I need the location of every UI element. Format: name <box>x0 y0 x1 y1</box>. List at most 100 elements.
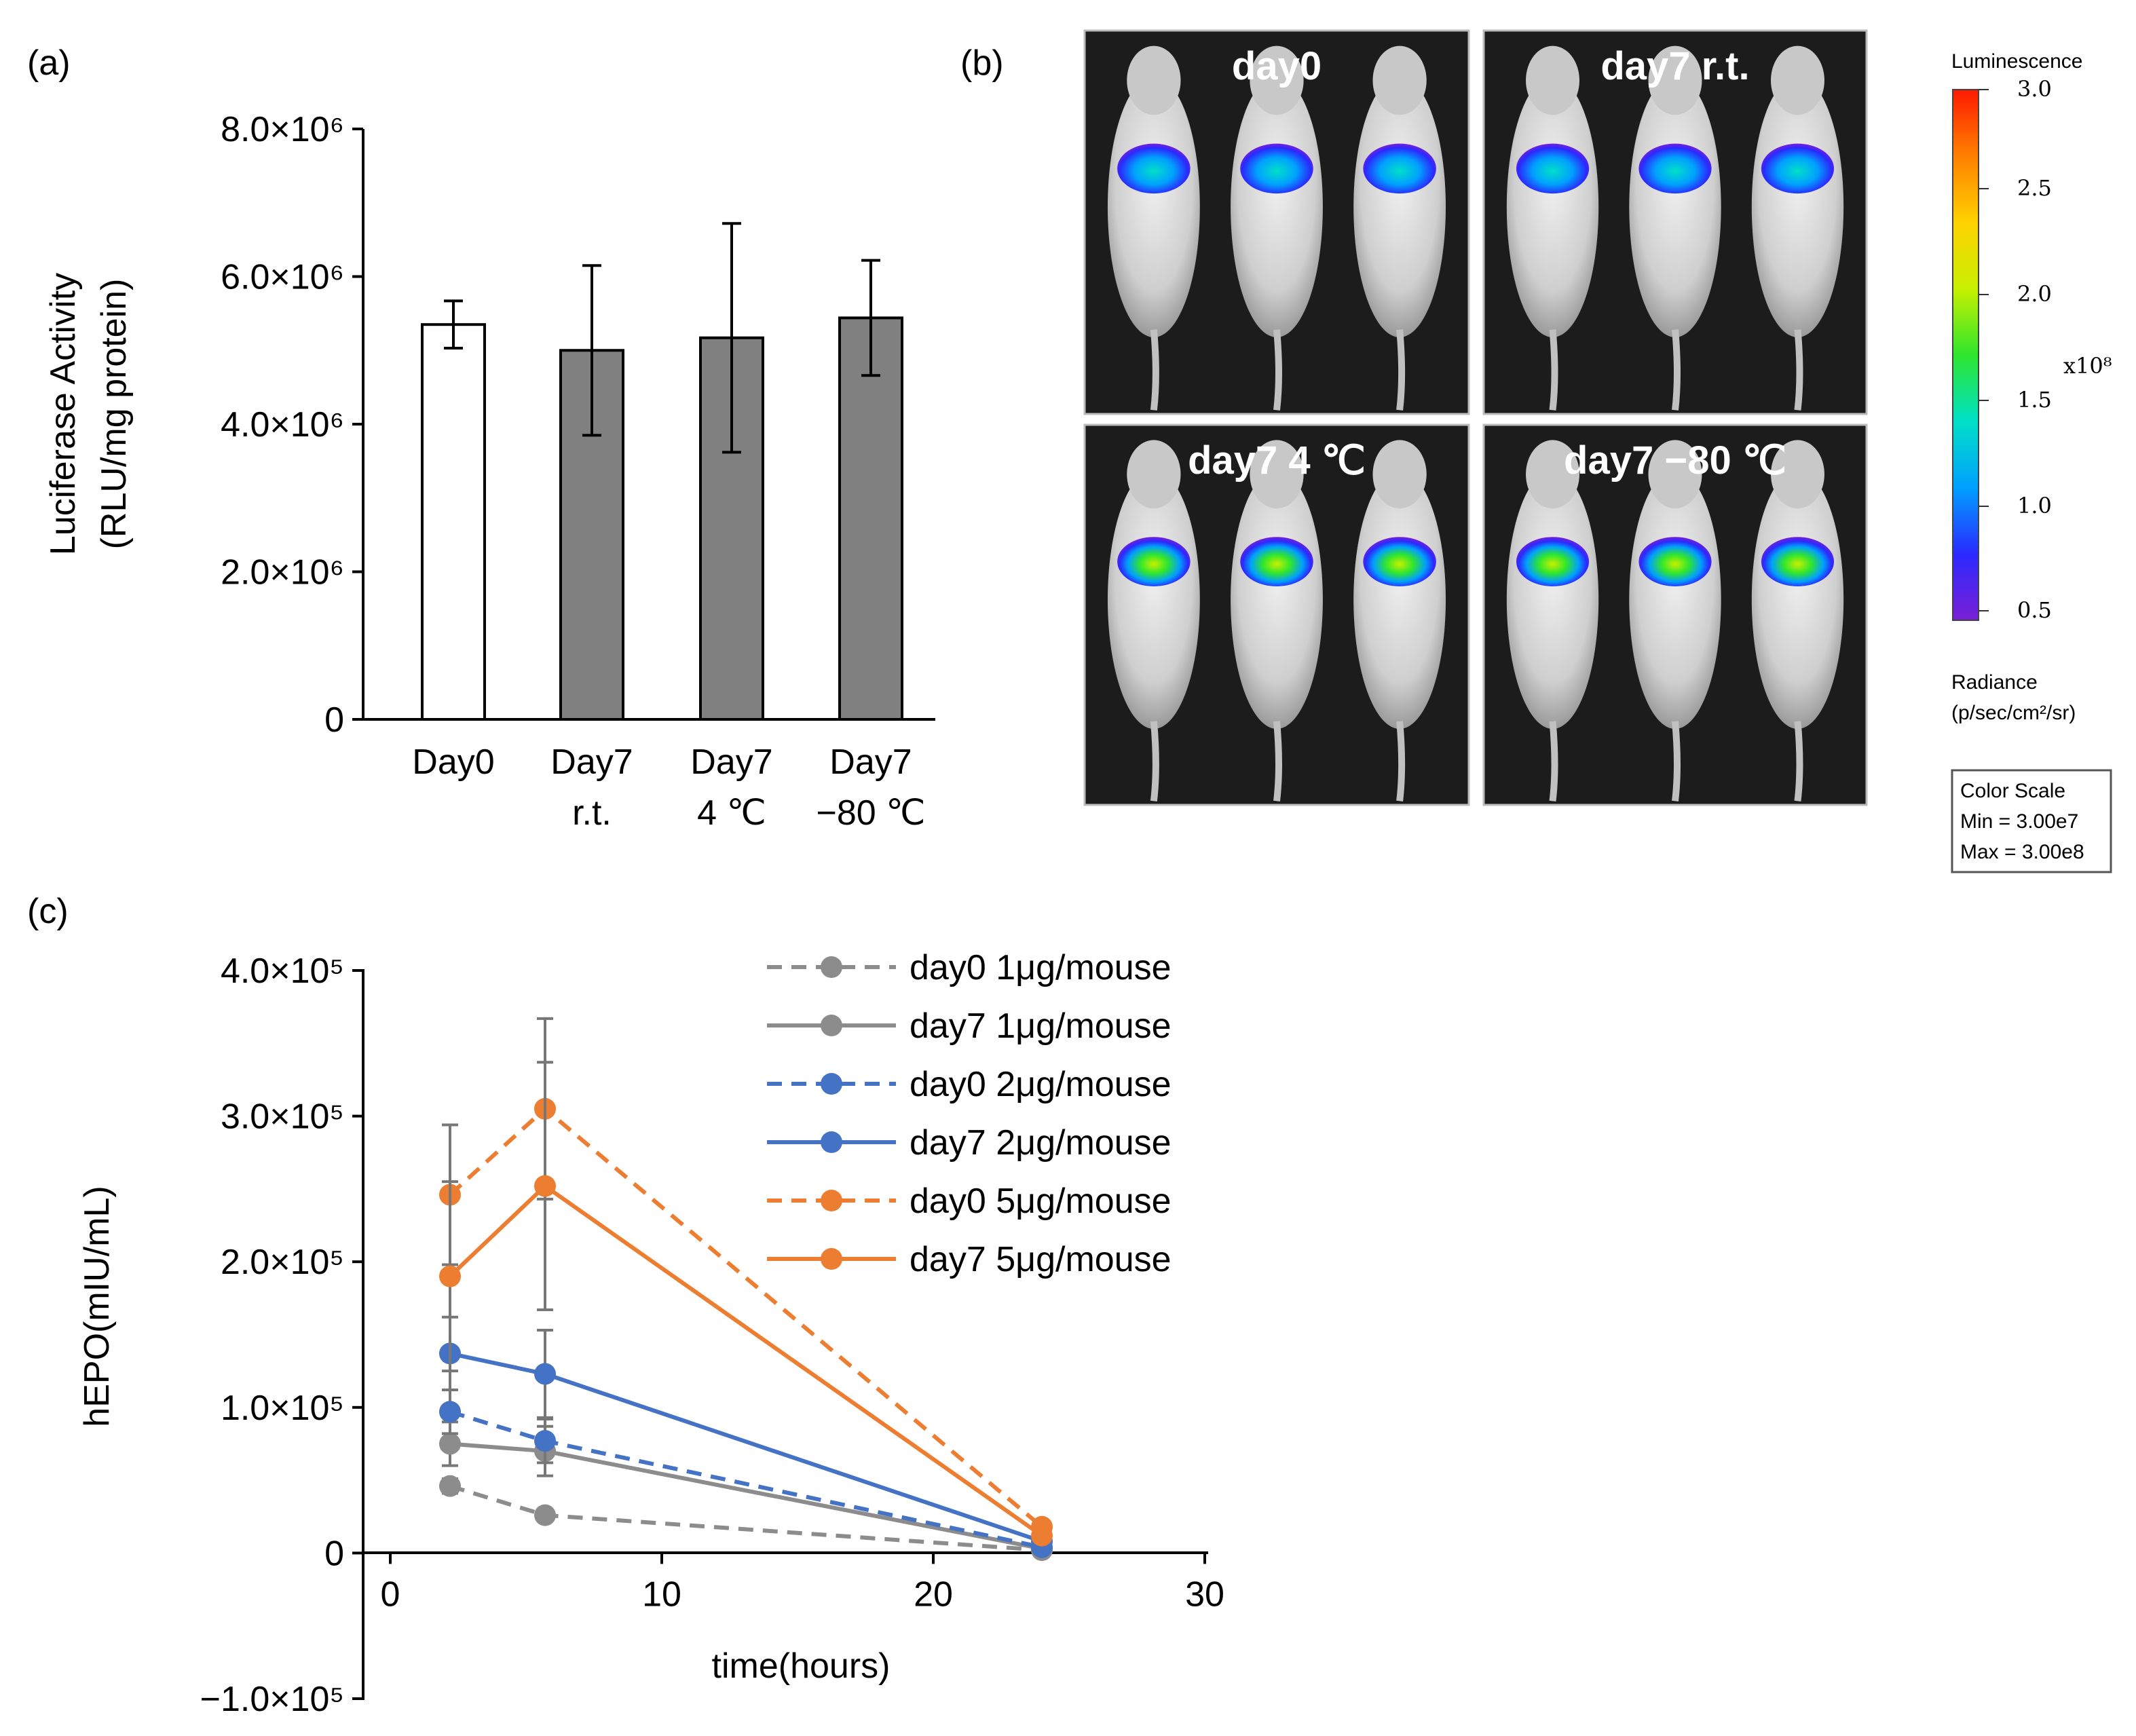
c-ytick-label: 1.0×10⁵ <box>221 1389 344 1428</box>
bar-chart-a: Luciferase Activity (RLU/mg protein) 0 2.… <box>43 110 935 833</box>
c-legend-label: day0 5μg/mouse <box>910 1182 1172 1221</box>
c-legend-marker <box>821 1190 842 1211</box>
a-category-label: Day7 <box>829 742 912 782</box>
mouse-head <box>1648 440 1702 509</box>
mouse-tail <box>1150 721 1159 801</box>
c-xtick-label: 20 <box>914 1574 953 1614</box>
colorbar <box>1952 89 1979 621</box>
luminescence-signal <box>1117 143 1191 194</box>
mouse-tail <box>1794 721 1803 801</box>
color-scale-box <box>1951 769 2112 873</box>
mouse-body <box>1506 470 1599 729</box>
mouse-head <box>1250 440 1304 509</box>
luminescence-signal <box>1516 537 1590 586</box>
mouse-head <box>1250 45 1304 115</box>
luminescence-signal <box>1117 537 1191 586</box>
c-legend-label: day7 1μg/mouse <box>910 1006 1172 1046</box>
c-data-point <box>439 1265 461 1287</box>
mouse-body <box>1751 470 1844 729</box>
c-legend-marker <box>821 1131 842 1153</box>
colorbar-tick-label: 2.5 <box>2017 175 2052 201</box>
c-series <box>439 1061 1053 1547</box>
mouse-head <box>1526 440 1579 509</box>
colorbar-tick-label: 1.5 <box>2017 387 2052 413</box>
mouse-head <box>1526 45 1579 115</box>
a-ylabel-line1: Luciferase Activity <box>43 273 83 555</box>
colorbar-tick-label: 1.0 <box>2017 493 2052 518</box>
imaging-tile: day7 r.t. <box>1482 29 1868 415</box>
a-category-sublabel: r.t. <box>572 793 612 833</box>
a-category-label: Day7 <box>550 742 633 782</box>
a-ytick-label: 6.0×10⁶ <box>221 258 344 297</box>
mouse-head <box>1372 440 1427 509</box>
mouse-tail <box>1549 329 1558 411</box>
mouse-body <box>1629 76 1721 337</box>
mouse-body <box>1751 76 1844 337</box>
mouse-tail <box>1672 329 1681 411</box>
c-legend-marker <box>821 1073 842 1095</box>
color-scale-min: Min = 3.00e7 <box>1960 810 2078 833</box>
a-category-label: Day0 <box>412 742 494 782</box>
mouse-body <box>1353 76 1446 337</box>
c-ytick-label: 0 <box>324 1534 344 1573</box>
colorbar-multiplier: x10⁸ <box>2063 353 2112 379</box>
line-chart-c: hEPO(mIU/mL) time(hours) −1.0×10⁵ 0 1.0×10… <box>77 948 1224 1719</box>
mouse-body <box>1231 470 1323 729</box>
mouse-head <box>1372 45 1427 115</box>
color-scale-title: Color Scale <box>1960 780 2065 802</box>
c-legend-marker <box>821 956 842 978</box>
c-data-point <box>534 1363 556 1385</box>
luminescence-signal <box>1761 143 1835 194</box>
colorbar-unit-line2: (p/sec/cm²/sr) <box>1951 702 2076 724</box>
mouse-body <box>1231 76 1323 337</box>
colorbar-unit-line1: Radiance <box>1951 671 2038 694</box>
c-ytick-label: −1.0×10⁵ <box>200 1680 344 1719</box>
luminescence-signal <box>1761 537 1835 586</box>
panel-label-c: (c) <box>27 892 69 931</box>
c-data-point <box>1031 1524 1053 1547</box>
a-bar <box>838 316 903 721</box>
imaging-label: day7 r.t. <box>1600 44 1749 88</box>
c-legend-label: day7 2μg/mouse <box>910 1123 1172 1163</box>
c-xtick-label: 10 <box>642 1574 681 1614</box>
imaging-label: day7 4 ℃ <box>1188 438 1366 483</box>
mouse-head <box>1127 45 1181 115</box>
c-data-point <box>534 1175 556 1197</box>
c-data-point <box>439 1475 461 1497</box>
colorbar-tick-label: 0.5 <box>2017 597 2052 623</box>
mouse-tail <box>1549 721 1558 801</box>
c-ylabel: hEPO(mIU/mL) <box>77 1186 117 1427</box>
luminescence-signal <box>1638 537 1712 586</box>
c-ytick-label: 3.0×10⁵ <box>221 1097 344 1137</box>
c-series-line <box>448 1106 1043 1529</box>
color-scale-max: Max = 3.00e8 <box>1960 841 2084 863</box>
imaging-tile: day7 4 ℃ <box>1083 423 1470 806</box>
mouse-body <box>1353 470 1446 729</box>
luminescence-signal <box>1240 143 1313 194</box>
c-data-point <box>439 1433 461 1455</box>
c-series <box>439 1475 1053 1562</box>
mouse-tail <box>1794 329 1803 411</box>
imaging-label: day0 <box>1232 44 1322 88</box>
mouse-head <box>1771 45 1824 115</box>
mouse-body <box>1107 76 1200 337</box>
a-category-label: Day7 <box>690 742 772 782</box>
a-category-sublabel: −80 ℃ <box>816 793 925 833</box>
luminescence-signal <box>1240 537 1313 586</box>
mouse-body <box>1506 76 1599 337</box>
c-legend-label: day0 1μg/mouse <box>910 948 1172 987</box>
c-data-point <box>439 1401 461 1423</box>
luminescence-signal <box>1363 537 1436 586</box>
imaging-tile: day7 −80 ℃ <box>1482 423 1868 806</box>
c-legend-label: day7 5μg/mouse <box>910 1240 1172 1279</box>
c-ytick-label: 4.0×10⁵ <box>221 951 344 991</box>
mouse-tail <box>1396 329 1406 411</box>
colorbar-tick-label: 2.0 <box>2017 281 2052 307</box>
a-ytick-label: 4.0×10⁶ <box>221 405 344 445</box>
imaging-panel-b: day0 day7 r.t. day7 4 ℃ day7 −80 ℃ Luminesc… <box>1083 29 2112 873</box>
mouse-tail <box>1273 721 1282 801</box>
c-ytick-label: 2.0×10⁵ <box>221 1243 344 1282</box>
c-data-point <box>534 1430 556 1452</box>
mouse-body <box>1107 470 1200 729</box>
